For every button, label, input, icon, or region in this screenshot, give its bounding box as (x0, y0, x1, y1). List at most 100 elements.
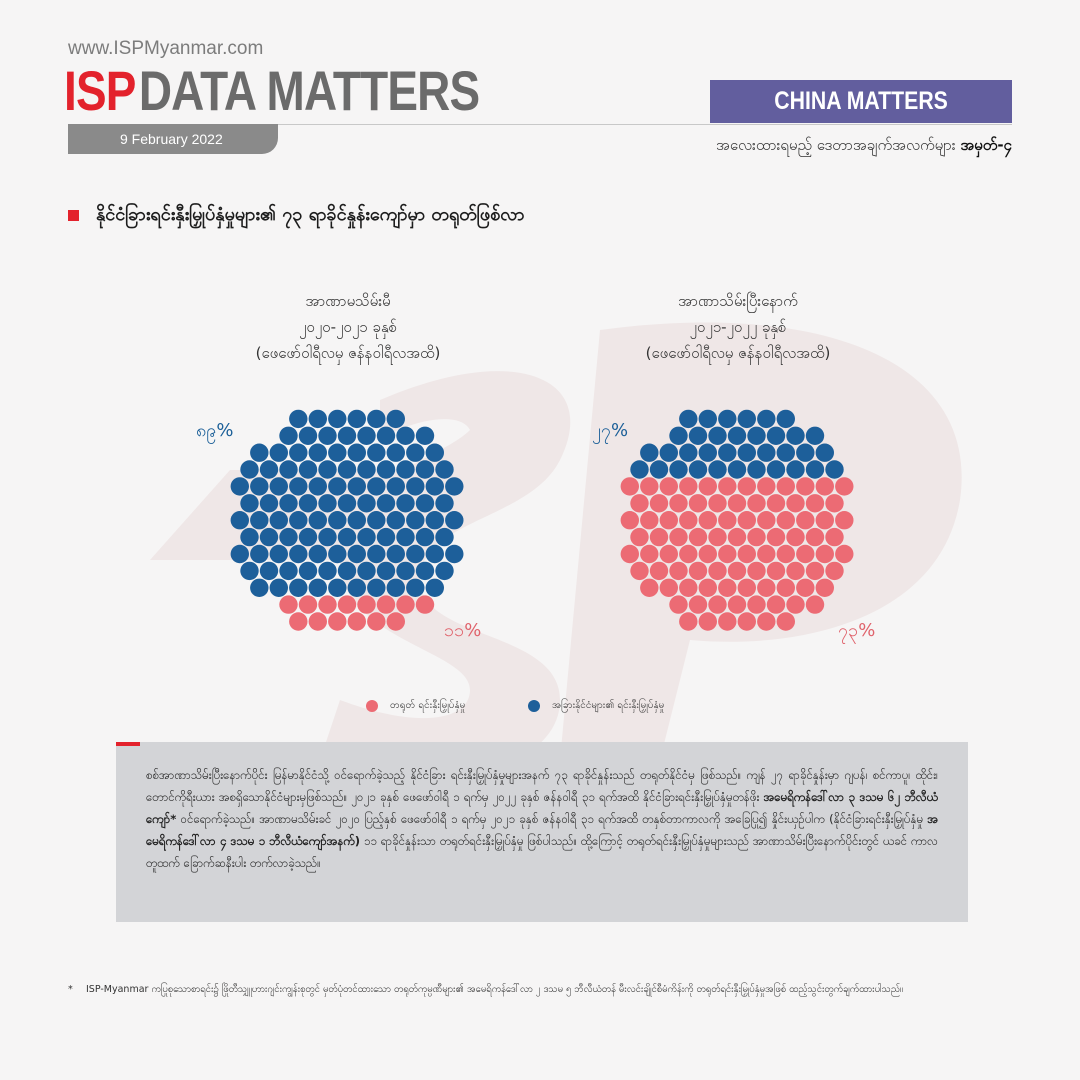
china-dot-right (620, 544, 639, 564)
other-dot-right (786, 426, 805, 445)
china-dot-right (776, 612, 795, 631)
chart-left-title-line1: အာဏာမသိမ်းမီ (305, 292, 391, 310)
china-dot-right (649, 527, 669, 547)
other-dot-left (396, 561, 415, 581)
other-dot-right (688, 460, 708, 479)
china-dot-right (679, 477, 698, 496)
other-dot-left (318, 460, 337, 479)
other-dot-left (445, 544, 464, 564)
china-dot-right (640, 544, 659, 564)
china-dot-right (698, 612, 717, 631)
headline-bullet (68, 210, 79, 221)
china-dot-right (747, 527, 766, 547)
china-dot-right (805, 494, 825, 513)
summary-paragraph: စစ်အာဏာသိမ်းပြီးနောက်ပိုင်း မြန်မာနိုင်င… (116, 742, 968, 874)
other-dot-left (445, 511, 464, 530)
other-dot-left (386, 511, 405, 530)
other-dot-right (786, 460, 805, 479)
china-dot-right (766, 527, 786, 547)
china-dot-right (630, 527, 649, 547)
china-dot-left (279, 595, 298, 614)
other-dot-left (328, 578, 347, 597)
china-dot-right (659, 544, 678, 564)
chart-left-title-line2: ၂၀၂၀-၂၀၂၁ ခုနှစ် (298, 318, 398, 336)
other-dot-left (328, 544, 347, 564)
china-dot-right (669, 494, 688, 513)
other-dot-left (298, 460, 318, 479)
other-dot-right (708, 460, 727, 479)
china-dot-left (298, 595, 318, 614)
china-dot-right (815, 477, 834, 496)
other-dot-left (347, 409, 366, 429)
chart-left-title: အာဏာမသိမ်းမီ ၂၀၂၀-၂၀၂၁ ခုနှစ် (ဖေဖော်ဝါရ… (198, 288, 498, 366)
other-dot-left (367, 443, 386, 462)
china-dot-right (757, 477, 776, 496)
series-number: အမှတ်-၄ (960, 136, 1012, 154)
other-dot-right (757, 443, 776, 462)
other-dot-right (679, 409, 698, 429)
dot-matrix-right (620, 409, 854, 631)
other-dot-right (776, 443, 795, 462)
other-dot-right (679, 443, 698, 462)
china-dot-right (679, 511, 698, 530)
other-dot-left (435, 561, 454, 581)
other-dot-right (757, 409, 776, 429)
other-dot-left (347, 578, 366, 597)
china-dot-right (679, 578, 698, 597)
other-dot-left (279, 426, 298, 445)
other-dot-left (406, 511, 425, 530)
right-other-pct: ၂၇% (592, 420, 629, 441)
footnote-text: ISP-Myanmar ကပြုစုသောစာရင်း၌ ဖြိုတီသျှူဟ… (86, 984, 903, 995)
section-label: CHINA MATTERS (774, 87, 948, 115)
other-dot-left (347, 443, 366, 462)
right-china-pct: ၇၃% (838, 620, 876, 641)
china-dot-right (698, 511, 717, 530)
other-dot-left (425, 443, 444, 462)
china-dot-left (308, 612, 327, 631)
other-dot-left (289, 544, 308, 564)
china-dot-right (640, 477, 659, 496)
china-dot-right (620, 511, 639, 530)
other-dot-right (805, 426, 825, 445)
china-dot-right (766, 561, 786, 581)
other-dot-left (337, 426, 357, 445)
other-dot-left (357, 460, 376, 479)
other-dot-left (367, 511, 386, 530)
china-dot-right (708, 595, 727, 614)
other-dot-left (259, 561, 279, 581)
china-dot-right (815, 511, 834, 530)
china-dot-right (805, 595, 825, 614)
other-dot-left (269, 443, 288, 462)
other-dot-left (357, 527, 376, 547)
other-dot-left (289, 578, 308, 597)
other-dot-left (240, 561, 259, 581)
other-dot-left (289, 511, 308, 530)
other-dot-left (318, 426, 337, 445)
other-dot-left (386, 409, 405, 429)
other-dot-right (766, 460, 786, 479)
other-dot-left (347, 511, 366, 530)
summary-part-3: ၁၁ ရာခိုင်နှုန်းသာ တရုတ်ရင်းနှီးမြှုပ်နှ… (146, 834, 938, 870)
other-dot-left (386, 578, 405, 597)
other-dot-left (367, 409, 386, 429)
china-dot-right (796, 544, 815, 564)
china-dot-right (825, 494, 844, 513)
china-dot-right (708, 561, 727, 581)
china-dot-right (815, 578, 834, 597)
other-dot-left (250, 477, 269, 496)
footnote-star: * (68, 984, 73, 995)
china-dot-right (669, 561, 688, 581)
other-dot-left (347, 544, 366, 564)
other-dot-left (269, 477, 288, 496)
other-dot-left (230, 477, 249, 496)
chart-right-title-line1: အာဏာသိမ်းပြီးနောက် (678, 292, 798, 310)
legend-china-label: တရုတ် ရင်းနှီးမြှုပ်နှံမှု (390, 700, 466, 711)
other-dot-left (250, 443, 269, 462)
other-dot-left (415, 561, 435, 581)
other-dot-left (376, 494, 396, 513)
china-dot-right (737, 578, 756, 597)
china-dot-right (835, 544, 854, 564)
china-dot-right (786, 494, 805, 513)
china-dot-left (367, 612, 386, 631)
other-dot-left (337, 527, 357, 547)
